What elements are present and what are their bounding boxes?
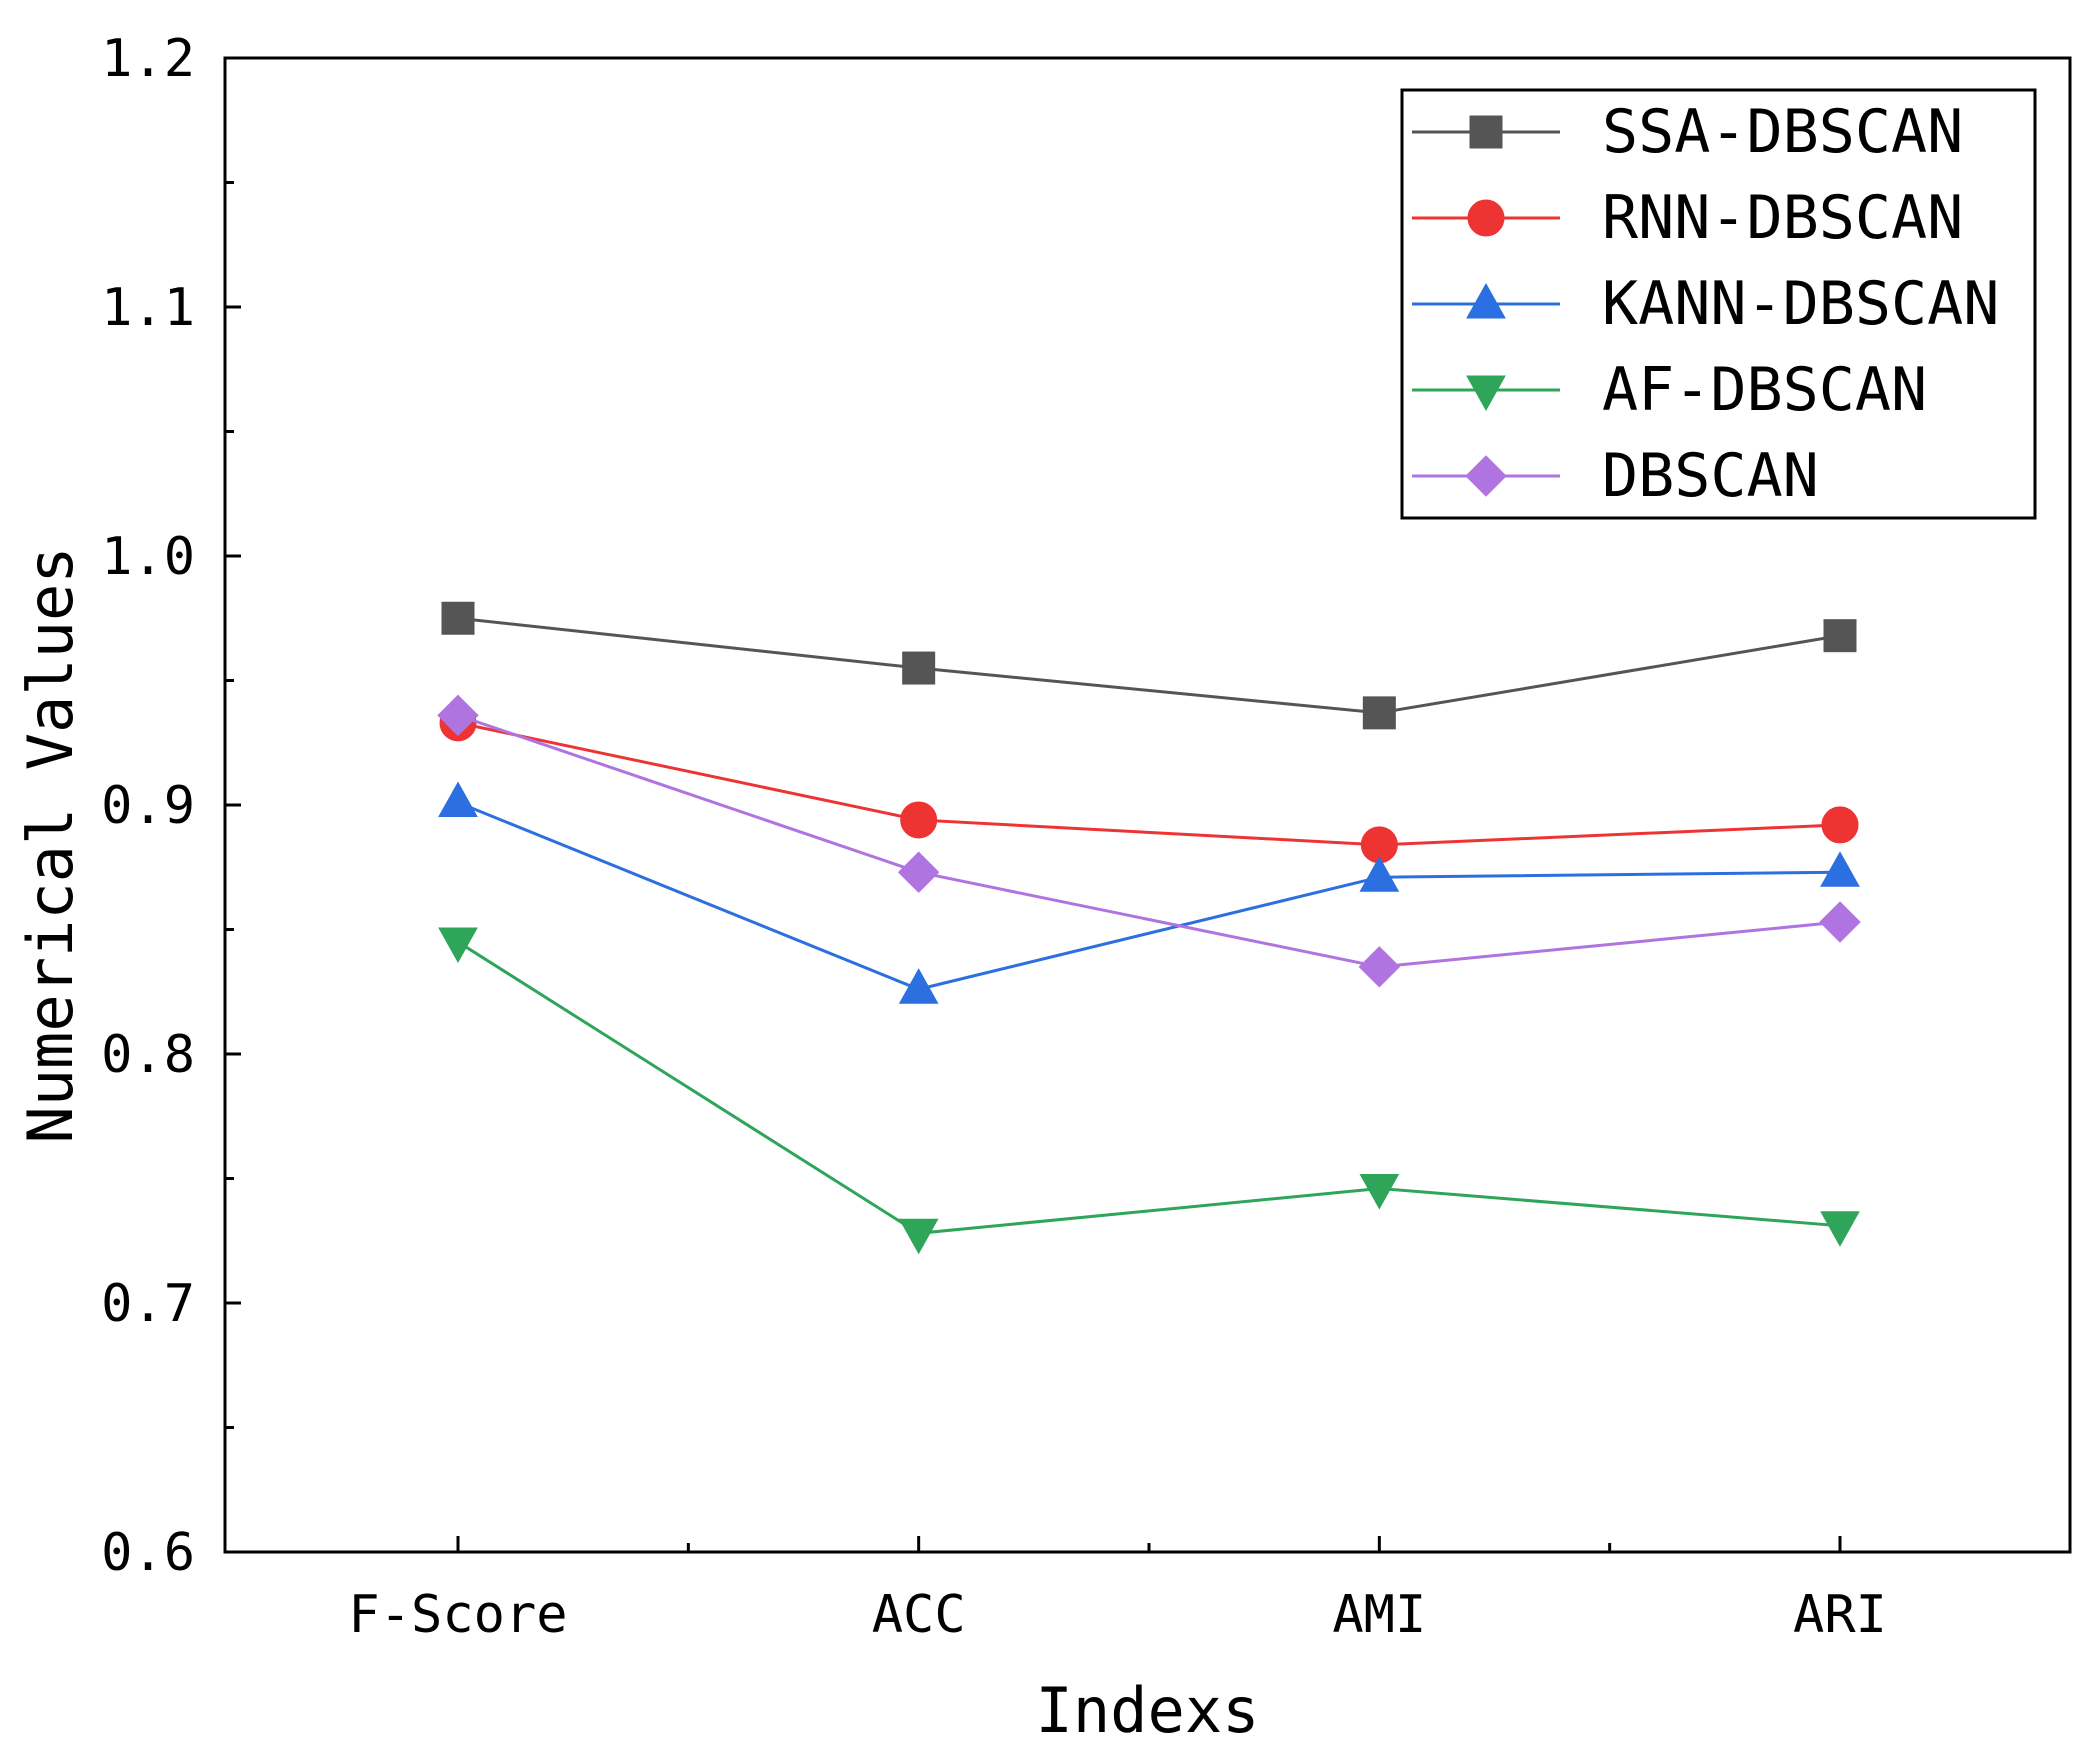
legend-label-af-dbscan: AF-DBSCAN (1602, 355, 1927, 425)
x-tick-label: ARI (1793, 1585, 1887, 1645)
data-point-af-dbscan (438, 927, 478, 963)
data-point-kann-dbscan (1359, 856, 1400, 892)
axes: 0.6 0.7 0.8 0.9 1.0 1.1 1.2 F-Score ACC AMI ARI Ind… (14, 29, 2072, 1747)
series-line-rnn-dbscan (457, 721, 1841, 847)
data-point-rnn-dbscan (900, 801, 938, 839)
x-tick-label: ACC (872, 1585, 966, 1645)
series-line-af-dbscan (457, 940, 1841, 1235)
data-point-af-dbscan (898, 1218, 939, 1255)
legend-item-rnn-dbscan: RNN-DBSCAN (1412, 183, 1963, 253)
legend-marker-ssa-dbscan (1469, 115, 1503, 149)
data-point-ssa-dbscan (902, 651, 936, 685)
series-line-dbscan (457, 713, 1841, 969)
series-af-dbscan (438, 927, 1860, 1255)
series-ssa-dbscan (441, 601, 1857, 730)
series-dbscan (437, 694, 1861, 988)
legend-label-ssa-dbscan: SSA-DBSCAN (1602, 97, 1963, 167)
series-line-ssa-dbscan (457, 616, 1841, 715)
legend-label-dbscan: DBSCAN (1602, 441, 1819, 511)
data-point-rnn-dbscan (1821, 806, 1859, 844)
x-tick-label: AMI (1332, 1585, 1426, 1645)
legend-label-rnn-dbscan: RNN-DBSCAN (1602, 183, 1963, 253)
data-point-dbscan (897, 851, 940, 893)
y-tick-label: 1.2 (101, 29, 195, 89)
legend-item-dbscan: DBSCAN (1412, 441, 1819, 511)
data-point-ssa-dbscan (441, 601, 475, 635)
data-point-dbscan (1358, 946, 1401, 988)
data-point-dbscan (437, 694, 479, 737)
y-axis-title: Numerical Values (14, 546, 87, 1143)
legend-marker-kann-dbscan (1466, 282, 1506, 319)
legend-item-kann-dbscan: KANN-DBSCAN (1412, 269, 1999, 339)
x-tick-label: F-Score (348, 1585, 567, 1645)
y-tick-label: 0.8 (101, 1025, 195, 1085)
legend-marker-dbscan (1465, 455, 1507, 497)
y-tick-label: 1.0 (101, 527, 195, 587)
series-kann-dbscan (438, 781, 1860, 1004)
legend-marker-rnn-dbscan (1467, 199, 1505, 237)
data-point-dbscan (1819, 901, 1861, 943)
series-rnn-dbscan (439, 704, 1859, 864)
data-point-af-dbscan (1820, 1211, 1860, 1247)
legend-marker-af-dbscan (1466, 375, 1506, 412)
data-point-af-dbscan (1359, 1173, 1400, 1210)
y-tick-label: 0.6 (101, 1523, 195, 1583)
data-point-kann-dbscan (1820, 851, 1860, 887)
y-tick-label: 0.7 (101, 1274, 195, 1334)
y-tick-label: 1.1 (101, 278, 195, 338)
series-line-kann-dbscan (457, 801, 1841, 991)
y-tick-label: 0.9 (101, 776, 195, 836)
data-point-ssa-dbscan (1823, 619, 1857, 653)
data-point-kann-dbscan (438, 781, 478, 818)
legend-label-kann-dbscan: KANN-DBSCAN (1602, 269, 1999, 339)
series-layer (437, 601, 1861, 1255)
data-point-kann-dbscan (898, 968, 939, 1004)
legend-item-af-dbscan: AF-DBSCAN (1412, 355, 1927, 425)
data-point-ssa-dbscan (1362, 696, 1396, 730)
legend: SSA-DBSCAN RNN-DBSCAN KANN-DBSCAN AF-DBSCAN… (1400, 88, 2037, 520)
x-axis-title: Indexs (1036, 1674, 1260, 1747)
legend-item-ssa-dbscan: SSA-DBSCAN (1412, 97, 1963, 167)
